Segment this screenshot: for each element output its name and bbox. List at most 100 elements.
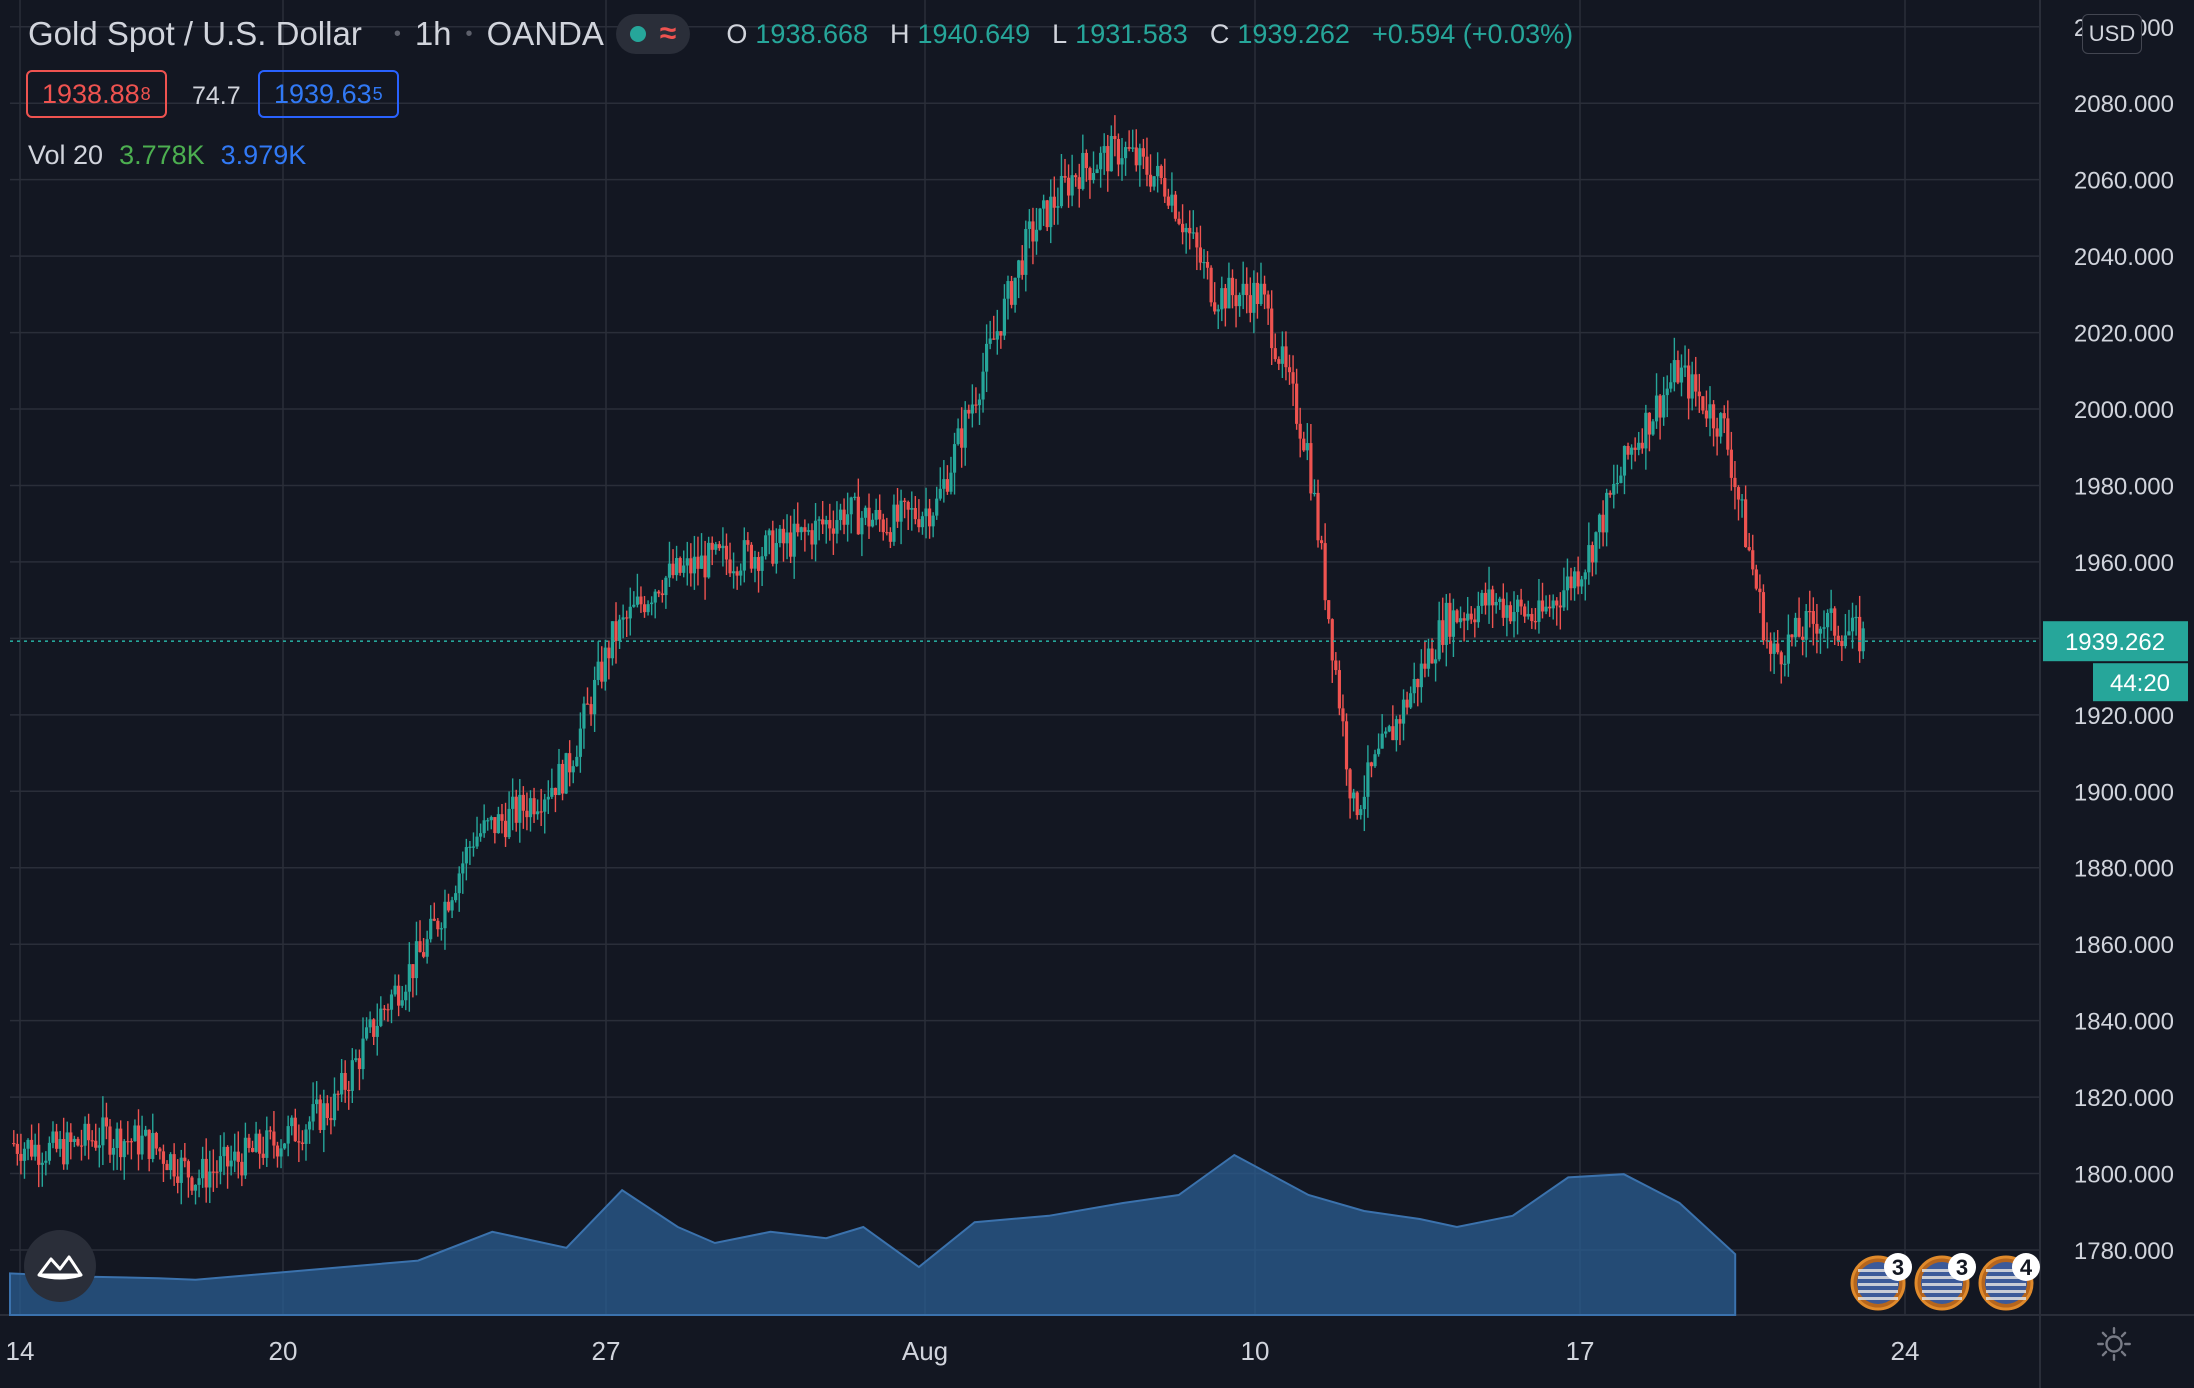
- candle-body: [842, 509, 846, 525]
- sell-button[interactable]: 1938.88 8: [26, 70, 167, 118]
- candle-body: [1209, 267, 1213, 303]
- candle-body: [197, 1178, 201, 1185]
- candle-body: [1622, 446, 1627, 476]
- candle-body: [653, 591, 657, 603]
- candle-body: [1245, 283, 1249, 296]
- candle-body: [1612, 484, 1616, 495]
- candle-body: [1284, 346, 1288, 368]
- candle-body: [1515, 599, 1520, 613]
- buy-button[interactable]: 1939.63 5: [258, 70, 399, 118]
- candle-body: [1419, 663, 1423, 688]
- candle-body: [1148, 174, 1153, 187]
- candle-body: [1405, 699, 1409, 708]
- candle-body: [361, 1038, 365, 1070]
- candle-body: [849, 497, 853, 515]
- candle-body: [1797, 617, 1801, 637]
- candle-body: [1013, 277, 1017, 305]
- candle-body: [1426, 648, 1431, 669]
- candle-body: [956, 428, 960, 445]
- candle-body: [906, 501, 910, 510]
- candle-body: [528, 798, 533, 818]
- candle-body: [674, 558, 679, 576]
- candle-body: [147, 1129, 151, 1159]
- symbol-legend: Gold Spot / U.S. Dollar • 1h • OANDA ≈ O…: [28, 14, 1587, 54]
- candle-body: [732, 571, 736, 574]
- candle-body: [19, 1153, 23, 1161]
- candle-body: [931, 515, 935, 527]
- candle-body: [1341, 708, 1345, 722]
- candle-body: [1783, 663, 1787, 665]
- candle-body: [414, 941, 419, 979]
- candle-body: [1861, 628, 1865, 652]
- candle-body: [168, 1154, 173, 1171]
- chart-logo-icon: [37, 1255, 83, 1280]
- candle-body: [1394, 719, 1399, 741]
- candle-body: [1637, 442, 1641, 450]
- candle-body: [1180, 223, 1185, 233]
- candle-body: [1523, 606, 1527, 617]
- candle-body: [799, 527, 803, 533]
- x-tick-label: 17: [1566, 1336, 1595, 1366]
- candle-body: [977, 399, 982, 406]
- candle-body: [1195, 232, 1199, 248]
- candle-body: [1330, 619, 1334, 661]
- candle-body: [254, 1133, 258, 1152]
- flag-stripe: [1922, 1290, 1962, 1293]
- candle-body: [1626, 446, 1630, 455]
- candle-body: [1715, 428, 1719, 437]
- candle-body: [315, 1099, 319, 1105]
- candle-body: [692, 556, 697, 574]
- candle-body: [1498, 598, 1502, 602]
- candle-body: [336, 1093, 340, 1095]
- candle-body: [179, 1157, 183, 1183]
- interval-label[interactable]: 1h: [414, 15, 452, 52]
- volume-legend[interactable]: Vol 20 3.778K 3.979K: [28, 140, 306, 171]
- candle-body: [332, 1093, 337, 1121]
- candle-body: [354, 1058, 358, 1061]
- candle-body: [831, 528, 835, 534]
- candle-body: [464, 847, 468, 864]
- currency-button[interactable]: USD: [2082, 14, 2142, 54]
- candle-body: [728, 559, 732, 574]
- flag-stripe: [1986, 1269, 2026, 1272]
- candle-body: [1804, 611, 1808, 640]
- candle-body: [318, 1099, 322, 1130]
- chart-logo-button[interactable]: [24, 1230, 96, 1302]
- candle-body: [895, 504, 900, 522]
- candle-body: [1565, 576, 1570, 591]
- candle-body: [1280, 346, 1284, 364]
- candle-body: [158, 1148, 162, 1152]
- candle-body: [1491, 589, 1495, 606]
- candle-body: [1548, 606, 1552, 609]
- candle-body: [1562, 590, 1566, 608]
- symbol-title[interactable]: Gold Spot / U.S. Dollar: [28, 15, 362, 52]
- candle-body: [1854, 616, 1858, 619]
- candle-body: [297, 1141, 301, 1143]
- candle-body: [247, 1137, 251, 1148]
- candle-body: [1188, 227, 1192, 234]
- candle-body: [835, 520, 839, 534]
- candle-body: [446, 901, 451, 911]
- candle-body: [1109, 135, 1113, 172]
- candle-body: [393, 985, 397, 995]
- candle-body: [578, 728, 582, 757]
- ohlc-values: O 1938.668 H 1940.649 L 1931.583 C 1939.262 …: [726, 19, 1587, 50]
- candle-body: [443, 901, 447, 929]
- candle-body: [938, 488, 942, 499]
- candle-body: [1537, 600, 1541, 622]
- candle-body: [1017, 260, 1021, 278]
- legend-separator: •: [393, 22, 401, 45]
- candle-body: [838, 509, 843, 521]
- candle-body: [193, 1184, 198, 1191]
- candle-body: [364, 1027, 369, 1039]
- market-status-pill[interactable]: ≈: [615, 14, 691, 54]
- candle-body: [229, 1160, 233, 1167]
- candle-body: [1840, 640, 1844, 647]
- candle-body: [785, 532, 789, 544]
- candle-body: [536, 811, 540, 815]
- candle-body: [126, 1141, 130, 1143]
- candle-body: [347, 1089, 351, 1092]
- y-tick-label: 2080.000: [2074, 91, 2174, 118]
- settings-gear-icon[interactable]: [2096, 1326, 2132, 1362]
